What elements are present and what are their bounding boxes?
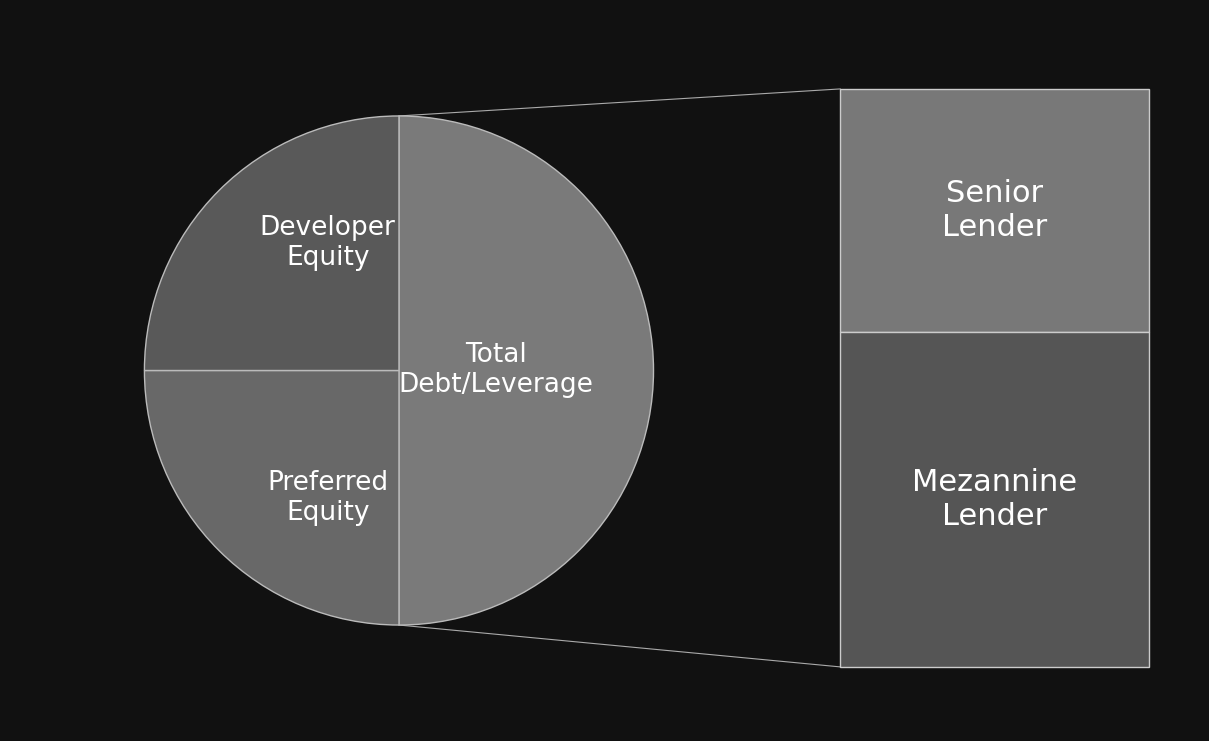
Text: Senior
Lender: Senior Lender [942, 179, 1047, 242]
Text: Total
Debt/Leverage: Total Debt/Leverage [398, 342, 594, 399]
Wedge shape [144, 370, 399, 625]
Bar [840, 332, 1149, 667]
Text: Developer
Equity: Developer Equity [260, 215, 395, 271]
Wedge shape [144, 116, 399, 370]
Text: Preferred
Equity: Preferred Equity [267, 470, 388, 526]
Text: Mezannine
Lender: Mezannine Lender [912, 468, 1077, 531]
Wedge shape [399, 116, 654, 625]
Bar [840, 89, 1149, 332]
